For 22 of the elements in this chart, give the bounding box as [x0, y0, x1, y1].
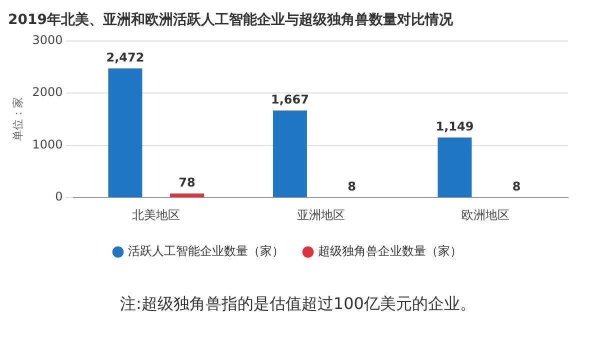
data-label: 2,472: [106, 50, 144, 65]
bar: [272, 110, 307, 198]
data-label: 8: [348, 179, 356, 194]
y-tick-label: 3000: [32, 32, 63, 47]
data-label: 78: [178, 176, 196, 190]
legend-label: 活跃人工智能企业数量（家）: [128, 244, 284, 258]
bar: [108, 68, 142, 198]
y-axis-title: 单位：家: [11, 97, 24, 142]
data-label: 8: [512, 179, 521, 194]
y-tick-label: 1000: [32, 137, 63, 152]
data-label: 1,667: [270, 92, 309, 107]
chart-title: 2019年北美、亚洲和欧洲活跃人工智能企业与超级独角兽数量对比情况: [8, 11, 454, 28]
bar: [438, 138, 472, 198]
legend-label: 超级独角兽企业数量（家）: [318, 244, 462, 258]
y-tick-label: 0: [55, 190, 63, 204]
text: 注:超级独角兽指的是估值超过100亿美元的企业。: [119, 294, 477, 315]
bar: [170, 194, 204, 198]
x-tick-label: 亚洲地区: [296, 208, 345, 222]
x-tick-label: 北美地区: [132, 208, 180, 222]
y-tick-label: 2000: [32, 85, 63, 100]
data-label: 1,149: [436, 120, 474, 134]
x-tick-label: 欧洲地区: [462, 208, 510, 222]
